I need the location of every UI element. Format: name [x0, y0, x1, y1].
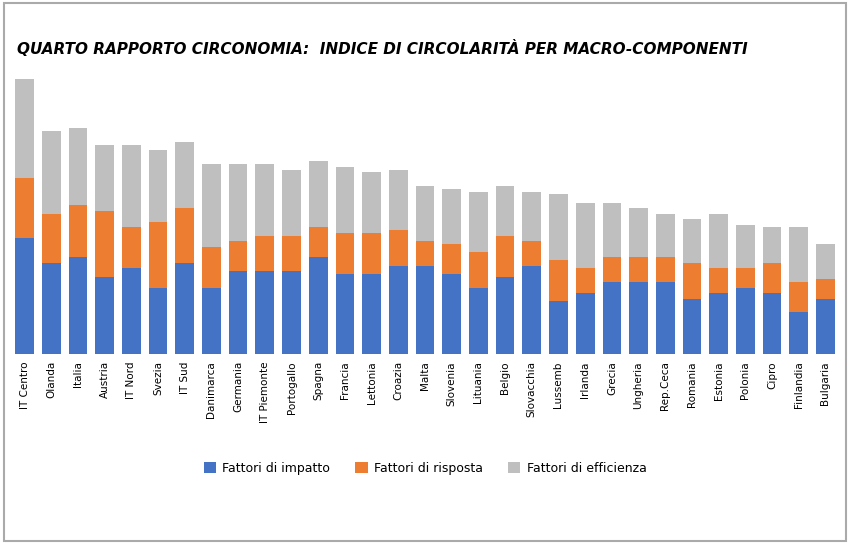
Bar — [122, 227, 140, 269]
Bar — [575, 293, 594, 354]
Bar — [762, 263, 781, 293]
Bar — [122, 145, 140, 227]
Bar — [762, 293, 781, 354]
Bar — [416, 241, 434, 265]
Bar — [69, 257, 88, 354]
Bar — [523, 265, 541, 354]
Bar — [629, 208, 648, 257]
Bar — [229, 271, 247, 354]
Bar — [282, 236, 301, 271]
Bar — [416, 265, 434, 354]
Bar — [42, 131, 60, 214]
Bar — [603, 282, 621, 354]
Bar — [175, 208, 194, 263]
Bar — [442, 244, 461, 274]
Bar — [469, 288, 488, 354]
Bar — [256, 271, 275, 354]
Bar — [656, 257, 675, 282]
Bar — [95, 145, 114, 211]
Bar — [549, 301, 568, 354]
Bar — [469, 252, 488, 288]
Bar — [149, 288, 167, 354]
Bar — [389, 265, 408, 354]
Bar — [710, 293, 728, 354]
Bar — [309, 257, 327, 354]
Bar — [736, 269, 755, 288]
Bar — [336, 274, 354, 354]
Bar — [15, 178, 34, 238]
Bar — [362, 172, 381, 233]
Bar — [42, 263, 60, 354]
Bar — [736, 288, 755, 354]
Bar — [496, 236, 514, 277]
Bar — [202, 246, 221, 288]
Bar — [362, 274, 381, 354]
Bar — [575, 269, 594, 293]
Bar — [149, 222, 167, 288]
Bar — [736, 225, 755, 269]
Bar — [15, 79, 34, 178]
Bar — [15, 238, 34, 354]
Bar — [175, 142, 194, 208]
Bar — [523, 241, 541, 265]
Bar — [710, 214, 728, 269]
Bar — [496, 277, 514, 354]
Bar — [69, 128, 88, 205]
Bar — [389, 230, 408, 265]
Bar — [816, 280, 835, 299]
Bar — [575, 202, 594, 269]
Bar — [603, 202, 621, 257]
Bar — [389, 170, 408, 230]
Bar — [362, 233, 381, 274]
Bar — [309, 227, 327, 257]
Bar — [336, 233, 354, 274]
Bar — [790, 312, 808, 354]
Bar — [309, 162, 327, 227]
Bar — [629, 257, 648, 282]
Bar — [683, 263, 701, 299]
Bar — [202, 164, 221, 246]
Bar — [629, 282, 648, 354]
Bar — [95, 277, 114, 354]
Bar — [149, 150, 167, 222]
Bar — [175, 263, 194, 354]
Bar — [683, 299, 701, 354]
Bar — [656, 214, 675, 257]
Bar — [336, 167, 354, 233]
Bar — [256, 164, 275, 236]
Bar — [442, 274, 461, 354]
Bar — [469, 191, 488, 252]
Bar — [256, 236, 275, 271]
Bar — [683, 219, 701, 263]
Bar — [496, 186, 514, 236]
Bar — [202, 288, 221, 354]
Bar — [122, 269, 140, 354]
Bar — [416, 186, 434, 241]
Bar — [603, 257, 621, 282]
Bar — [816, 244, 835, 280]
Bar — [42, 214, 60, 263]
Bar — [282, 170, 301, 236]
Bar — [95, 211, 114, 277]
Bar — [523, 191, 541, 241]
Bar — [656, 282, 675, 354]
Bar — [549, 194, 568, 260]
Bar — [282, 271, 301, 354]
Bar — [229, 241, 247, 271]
Bar — [762, 227, 781, 263]
Bar — [69, 205, 88, 257]
Bar — [790, 227, 808, 282]
Text: QUARTO RAPPORTO CIRCONOMIA:  INDICE DI CIRCOLARITÀ PER MACRO-COMPONENTI: QUARTO RAPPORTO CIRCONOMIA: INDICE DI CI… — [17, 40, 747, 57]
Legend: Fattori di impatto, Fattori di risposta, Fattori di efficienza: Fattori di impatto, Fattori di risposta,… — [199, 457, 651, 480]
Bar — [790, 282, 808, 312]
Bar — [549, 260, 568, 301]
Bar — [816, 299, 835, 354]
Bar — [710, 269, 728, 293]
Bar — [442, 189, 461, 244]
Bar — [229, 164, 247, 241]
